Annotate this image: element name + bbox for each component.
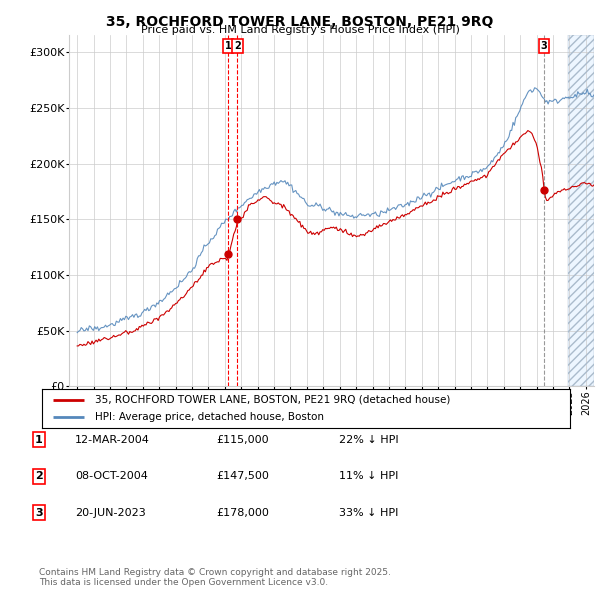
Text: 1: 1	[224, 41, 232, 51]
Text: 35, ROCHFORD TOWER LANE, BOSTON, PE21 9RQ (detached house): 35, ROCHFORD TOWER LANE, BOSTON, PE21 9R…	[95, 395, 450, 405]
Text: £178,000: £178,000	[216, 508, 269, 517]
Text: Price paid vs. HM Land Registry's House Price Index (HPI): Price paid vs. HM Land Registry's House …	[140, 25, 460, 35]
Text: 2: 2	[234, 41, 241, 51]
Text: 2: 2	[35, 471, 43, 481]
Text: 35, ROCHFORD TOWER LANE, BOSTON, PE21 9RQ: 35, ROCHFORD TOWER LANE, BOSTON, PE21 9R…	[106, 15, 494, 29]
Text: 11% ↓ HPI: 11% ↓ HPI	[339, 471, 398, 481]
Text: Contains HM Land Registry data © Crown copyright and database right 2025.
This d: Contains HM Land Registry data © Crown c…	[39, 568, 391, 587]
Text: 1: 1	[35, 435, 43, 444]
Text: 22% ↓ HPI: 22% ↓ HPI	[339, 435, 398, 444]
Bar	[568, 35, 594, 386]
Text: 33% ↓ HPI: 33% ↓ HPI	[339, 508, 398, 517]
Bar	[568, 35, 594, 386]
Text: 12-MAR-2004: 12-MAR-2004	[75, 435, 150, 444]
Text: 20-JUN-2023: 20-JUN-2023	[75, 508, 146, 517]
Text: £115,000: £115,000	[216, 435, 269, 444]
Text: £147,500: £147,500	[216, 471, 269, 481]
Text: 3: 3	[35, 508, 43, 517]
Text: 08-OCT-2004: 08-OCT-2004	[75, 471, 148, 481]
Text: HPI: Average price, detached house, Boston: HPI: Average price, detached house, Bost…	[95, 412, 324, 422]
Text: 3: 3	[541, 41, 548, 51]
